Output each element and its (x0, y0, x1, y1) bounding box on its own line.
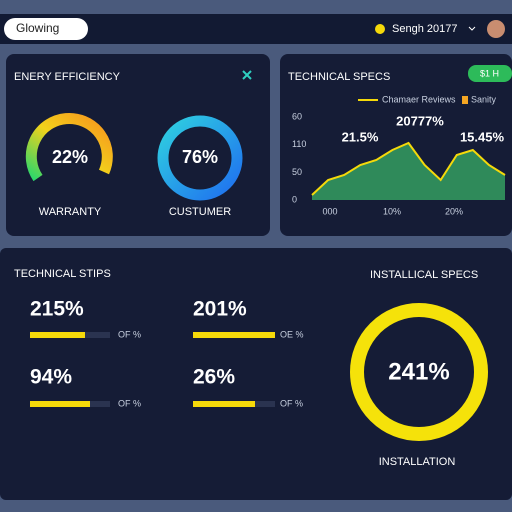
progress-fill (193, 401, 255, 407)
status-dot (375, 24, 385, 34)
chevron[interactable] (468, 26, 476, 31)
x-label: 20% (445, 206, 463, 216)
x-label: 10% (383, 206, 401, 216)
annotation: 20777% (396, 113, 444, 128)
title-pill[interactable] (4, 18, 88, 40)
badge-text: $1 H (480, 68, 499, 78)
metric-value: 215% (30, 298, 84, 321)
legend-label: Chamaer Reviews (382, 94, 456, 104)
stips-panel (0, 248, 512, 500)
app-title: Glowing (16, 21, 59, 35)
metric-value: 26% (193, 366, 235, 389)
progress-fill (193, 332, 275, 338)
ring-value: 241% (388, 358, 449, 385)
y-label: 0 (292, 194, 297, 204)
y-label: 50 (292, 167, 302, 177)
user-name[interactable]: Sengh 20177 (392, 23, 457, 35)
metric-value: 201% (193, 298, 247, 321)
gauge-value: 22% (52, 147, 88, 167)
x-label: 000 (322, 206, 337, 216)
gauge-label: CUSTUMER (169, 206, 231, 218)
metric-unit: OF % (118, 329, 141, 339)
close-icon[interactable] (242, 70, 252, 80)
panel-title: ENERY EFFICIENCY (14, 71, 121, 83)
panel-title: TECHNICAL STIPS (14, 268, 111, 280)
gauge (25, 112, 113, 182)
annotation: 15.45% (460, 129, 505, 144)
gauge (157, 115, 243, 201)
badge[interactable] (468, 65, 512, 82)
gauge-value: 76% (182, 147, 218, 167)
area (312, 143, 505, 200)
metric-unit: OE % (280, 329, 304, 339)
area-line (311, 141, 506, 196)
gauge-label: WARRANTY (39, 206, 102, 218)
metric-unit: OF % (118, 398, 141, 408)
panel-title: TECHNICAL SPECS (288, 71, 390, 83)
progress-fill (30, 401, 90, 407)
y-label: 110 (292, 139, 306, 149)
panel-title: INSTALLICAL SPECS (370, 269, 478, 281)
legend-label: Sanity (471, 94, 497, 104)
ring-label: INSTALLATION (379, 456, 456, 468)
y-label: 60 (292, 111, 302, 121)
progress-fill (30, 332, 85, 338)
annotation: 21.5% (342, 129, 379, 144)
legend-swatch (462, 96, 468, 104)
avatar[interactable] (487, 20, 505, 38)
metric-unit: OF % (280, 398, 303, 408)
metric-value: 94% (30, 366, 72, 389)
ring (350, 303, 488, 441)
